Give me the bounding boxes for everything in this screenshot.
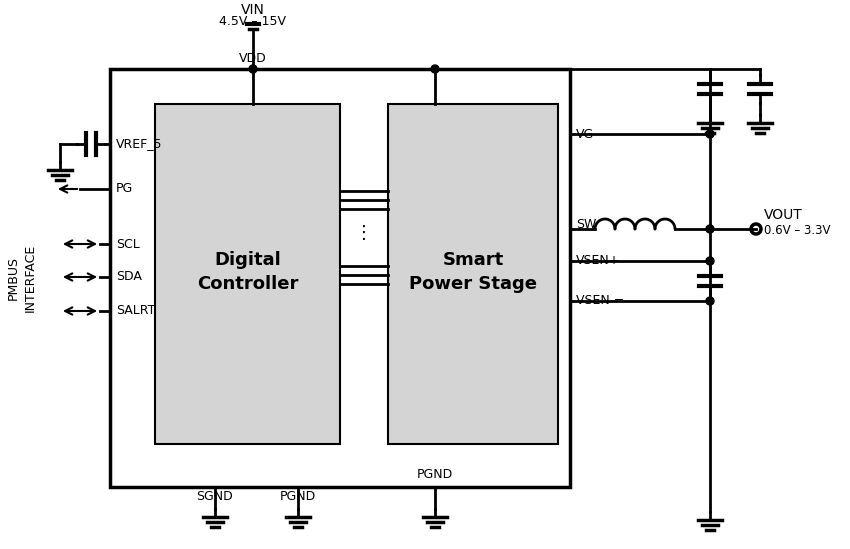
Bar	[110, 69, 570, 487]
Text: PGND: PGND	[416, 468, 453, 481]
Text: 0.6V – 3.3V: 0.6V – 3.3V	[764, 225, 830, 238]
Text: SCL: SCL	[116, 238, 139, 250]
Text: ⋮: ⋮	[355, 224, 373, 242]
Circle shape	[431, 65, 439, 73]
Text: PG: PG	[116, 182, 133, 195]
Circle shape	[706, 297, 714, 305]
Text: SGND: SGND	[196, 490, 234, 503]
Text: SDA: SDA	[116, 271, 142, 283]
Text: PGND: PGND	[280, 490, 316, 503]
Text: VG: VG	[576, 127, 594, 141]
Circle shape	[706, 225, 714, 233]
Text: 4.5V – 15V: 4.5V – 15V	[219, 15, 286, 28]
Text: SALRT: SALRT	[116, 305, 156, 317]
Text: VSEN+: VSEN+	[576, 255, 620, 267]
Circle shape	[706, 257, 714, 265]
Bar	[388, 104, 558, 444]
Bar	[155, 104, 340, 444]
Text: VOUT: VOUT	[764, 208, 802, 222]
Text: PMBUS
INTERFACE: PMBUS INTERFACE	[7, 243, 37, 312]
Text: VDD: VDD	[239, 52, 267, 65]
Text: VREF_5: VREF_5	[116, 137, 162, 150]
Text: VSEN −: VSEN −	[576, 294, 624, 307]
Circle shape	[706, 130, 714, 138]
Text: Controller: Controller	[197, 275, 298, 293]
Text: Smart: Smart	[442, 251, 503, 269]
Text: Power Stage: Power Stage	[409, 275, 537, 293]
Text: SW: SW	[576, 219, 597, 232]
Text: Digital: Digital	[214, 251, 280, 269]
Text: VIN: VIN	[241, 3, 265, 17]
Circle shape	[249, 65, 257, 73]
